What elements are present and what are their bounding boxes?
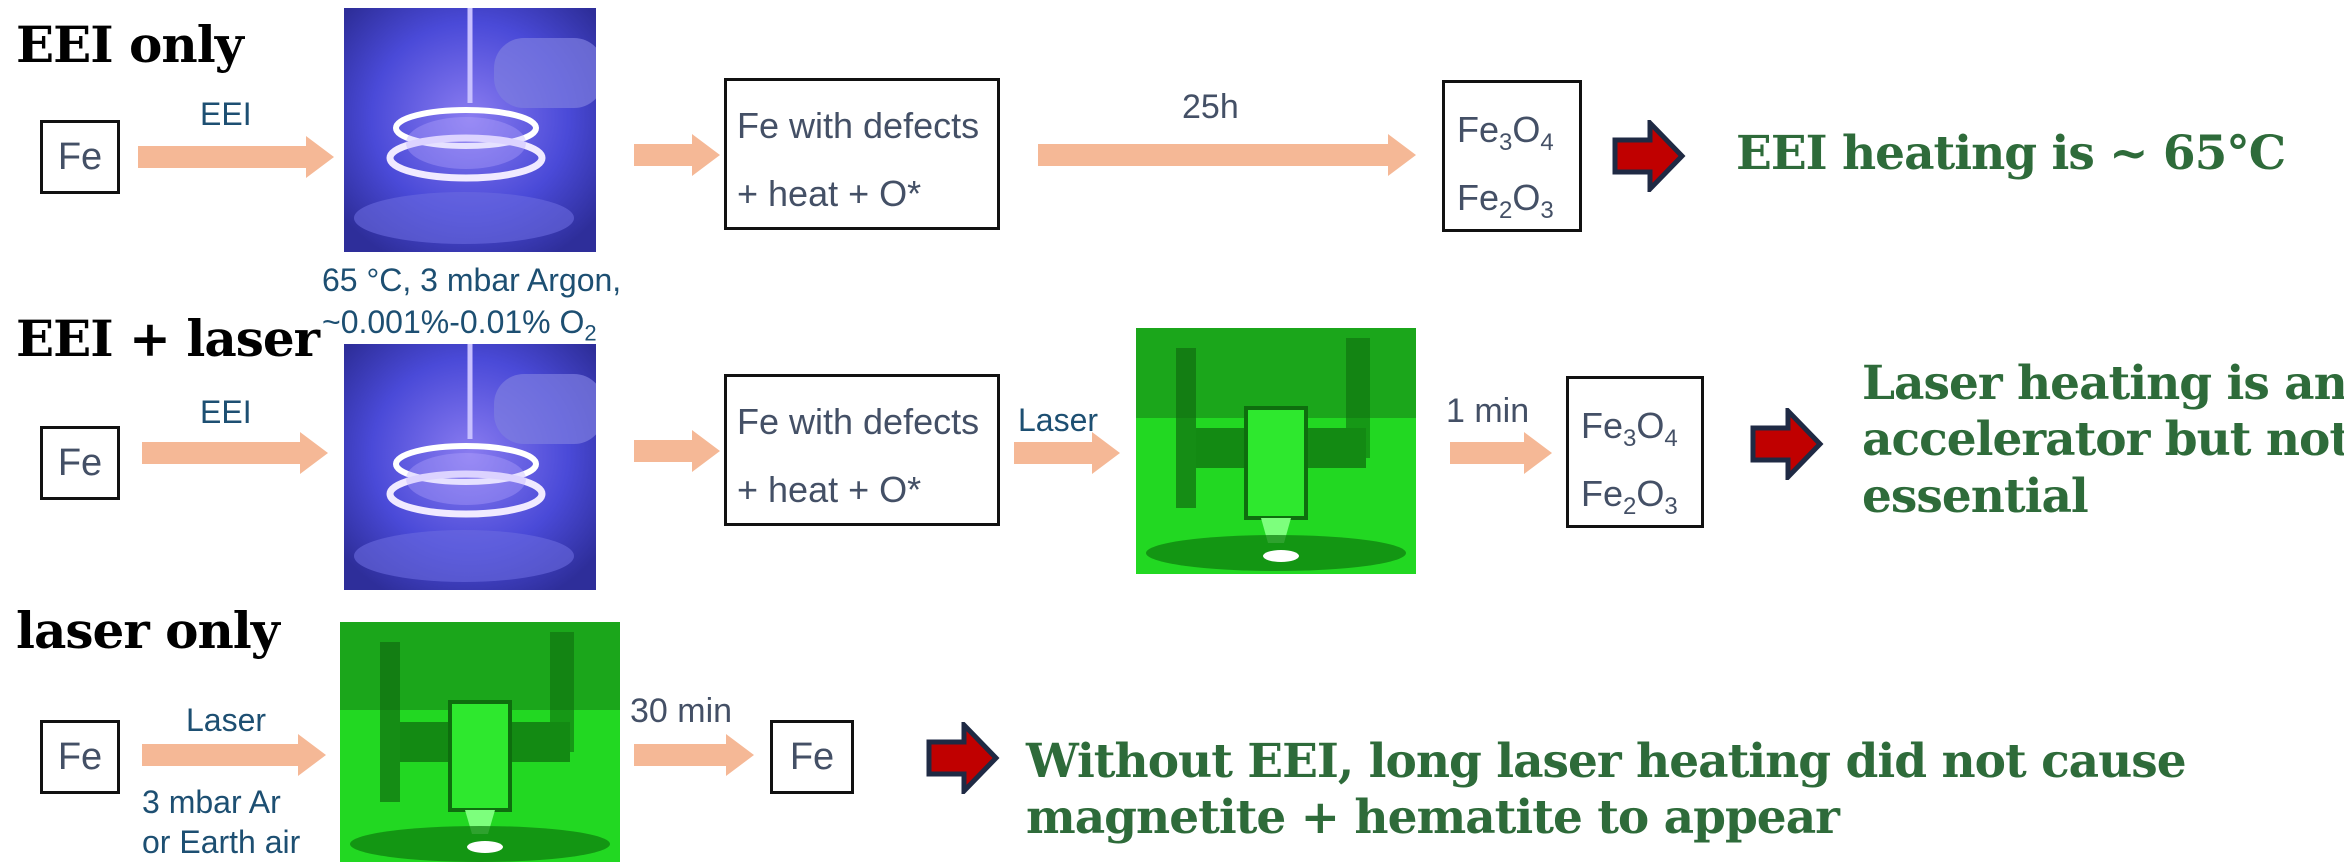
- fe-end-box: Fe: [770, 720, 854, 794]
- fe-start-box: Fe: [40, 120, 120, 194]
- laser-photo: [1136, 328, 1416, 574]
- process-arrow: [138, 136, 334, 178]
- defects-line1: Fe with defects: [737, 401, 980, 442]
- process-arrow: [634, 134, 720, 176]
- fe-label: Fe: [789, 735, 835, 778]
- defects-line1: Fe with defects: [737, 105, 980, 146]
- conclusion-eei-only: EEI heating is ~ 65°C: [1736, 126, 2286, 181]
- conclusion-line: essential: [1862, 468, 2089, 524]
- fe-start-box: Fe: [40, 720, 120, 794]
- laser-conditions-line2: or Earth air: [142, 824, 301, 860]
- eei-conditions-line2: ~0.001%-0.01% O2: [322, 304, 597, 346]
- process-arrow: [634, 430, 720, 472]
- plasma-photo: [344, 8, 596, 252]
- laser-photo: [340, 622, 620, 862]
- product-magnetite: Fe3O4: [1457, 109, 1554, 157]
- process-arrow: [142, 432, 328, 474]
- eei-conditions-line1: 65 °C, 3 mbar Argon,: [322, 262, 622, 298]
- eei-arrow-label: EEI: [200, 394, 252, 430]
- duration-label: 25h: [1182, 88, 1239, 126]
- laser-conditions-line1: 3 mbar Ar: [142, 784, 281, 820]
- row-title-eei-only: EEI only: [16, 15, 244, 74]
- conclusion-line: Without EEI, long laser heating did not …: [1026, 734, 2187, 789]
- fe-with-defects-box: Fe with defects + heat + O*: [724, 78, 1000, 230]
- fe-label: Fe: [57, 135, 103, 178]
- laser-arrow-label: Laser: [1018, 402, 1099, 438]
- process-arrow: [1450, 432, 1552, 474]
- duration-label: 1 min: [1446, 392, 1530, 430]
- conclusion-arrow-icon: [1612, 116, 1686, 197]
- row-title-eei-laser: EEI + laser: [16, 309, 320, 368]
- fe-label: Fe: [57, 735, 103, 778]
- defects-line2: + heat + O*: [737, 173, 922, 214]
- process-arrow: [1038, 134, 1416, 176]
- conclusion-laser-only: Without EEI, long laser heating did not …: [1026, 734, 2187, 847]
- oxide-products-box: Fe3O4 Fe2O3: [1566, 376, 1704, 528]
- defects-line2: + heat + O*: [737, 469, 922, 510]
- laser-arrow-label: Laser: [186, 702, 267, 738]
- conclusion-line: magnetite + hematite to appear: [1026, 790, 1840, 846]
- product-magnetite: Fe3O4: [1581, 405, 1678, 453]
- product-hematite: Fe2O3: [1457, 177, 1554, 225]
- fe-start-box: Fe: [40, 426, 120, 500]
- duration-label: 30 min: [630, 692, 733, 730]
- conclusion-eei-laser: Laser heating is an accelerator but not …: [1862, 356, 2344, 525]
- oxide-products-box: Fe3O4 Fe2O3: [1442, 80, 1582, 232]
- conclusion-line: Laser heating is an: [1862, 356, 2344, 411]
- eei-arrow-label: EEI: [200, 96, 252, 132]
- conclusion-arrow-icon: [926, 718, 1000, 799]
- process-arrow: [1014, 432, 1120, 474]
- process-arrow: [634, 734, 754, 776]
- conclusion-line: accelerator but not: [1862, 412, 2344, 468]
- product-hematite: Fe2O3: [1581, 473, 1678, 521]
- fe-label: Fe: [57, 441, 103, 484]
- fe-with-defects-box: Fe with defects + heat + O*: [724, 374, 1000, 526]
- row-title-laser-only: laser only: [16, 601, 280, 660]
- conclusion-arrow-icon: [1750, 404, 1824, 485]
- process-arrow: [142, 734, 326, 776]
- plasma-photo: [344, 344, 596, 590]
